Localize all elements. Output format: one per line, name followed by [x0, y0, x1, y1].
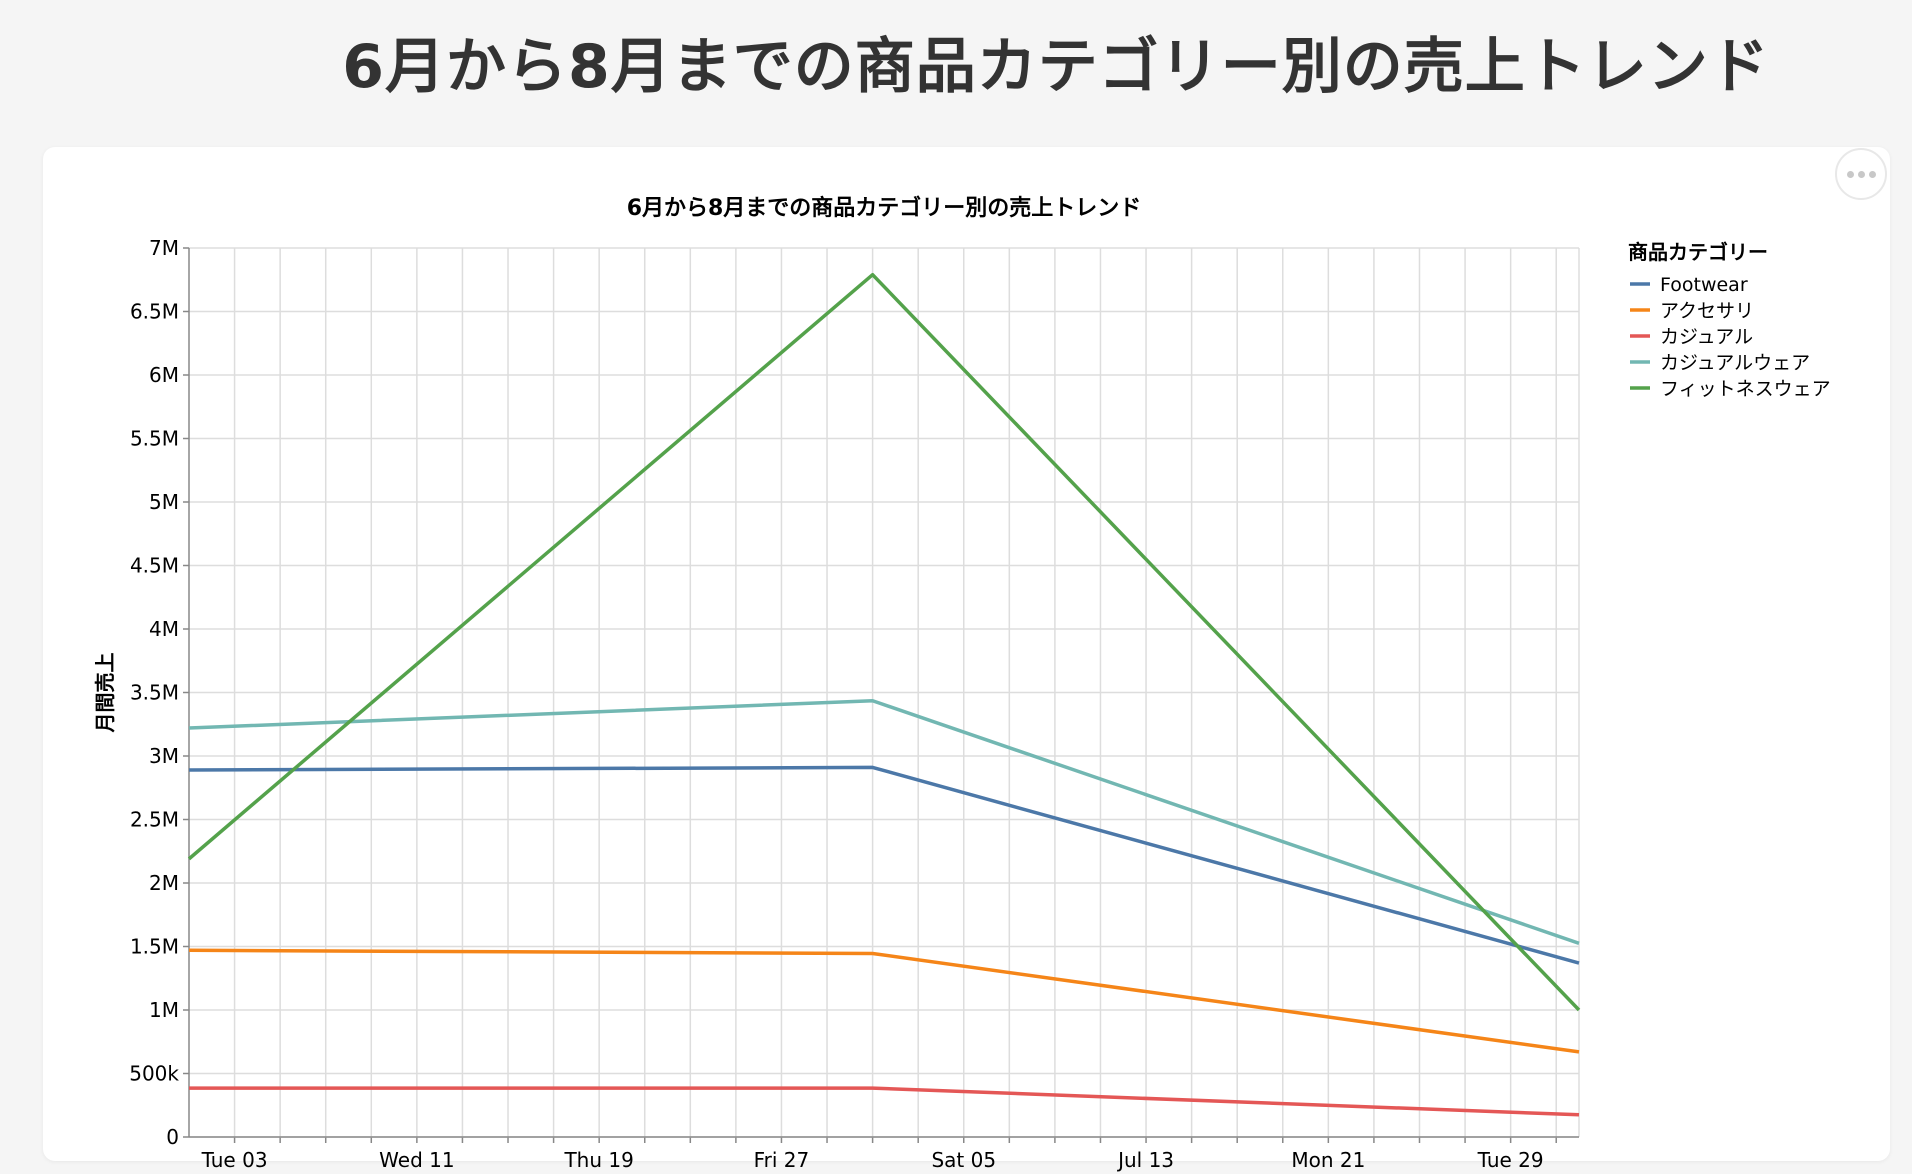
x-tick-label: Fri 27 [754, 1148, 810, 1172]
legend-label: アクセサリ [1660, 300, 1754, 322]
y-axis-title: 月間売上 [93, 653, 117, 734]
y-tick-label: 4.5M [130, 554, 179, 578]
series-line-0 [188, 765, 1580, 965]
chart-card [43, 147, 1890, 1161]
ellipsis-icon [1868, 170, 1876, 178]
x-tick-label: Jul 13 [1116, 1148, 1174, 1172]
ellipsis-icon [1857, 170, 1865, 178]
x-tick-label: Wed 11 [379, 1148, 454, 1172]
series-line-3 [188, 699, 1580, 945]
y-tick-label: 0 [166, 1125, 179, 1149]
series-line-2 [189, 1086, 1580, 1117]
y-tick-label: 5M [149, 490, 179, 514]
page-title: 6月から8月までの商品カテゴリー別の売上トレンド [342, 32, 1770, 102]
chart-title: 6月から8月までの商品カテゴリー別の売上トレンド [627, 195, 1142, 221]
y-tick-label: 6.5M [130, 300, 179, 324]
legend-label: フィットネスウェア [1660, 378, 1831, 400]
y-tick-label: 3.5M [130, 681, 179, 705]
y-tick-label: 5.5M [130, 427, 179, 451]
x-tick-label: Sat 05 [931, 1148, 996, 1172]
y-tick-label: 3M [149, 744, 179, 768]
series-line-4 [187, 272, 1581, 1012]
legend-label: カジュアル [1660, 326, 1753, 348]
y-tick-label: 1.5M [130, 935, 179, 959]
series-line-1 [188, 948, 1580, 1054]
y-tick-label: 2M [149, 871, 179, 895]
x-tick-label: Thu 19 [563, 1148, 633, 1172]
x-tick-label: Tue 29 [1477, 1148, 1544, 1172]
legend-title: 商品カテゴリー [1628, 240, 1768, 264]
legend-label: カジュアルウェア [1660, 352, 1810, 374]
y-tick-label: 1M [149, 998, 179, 1022]
ellipsis-icon [1846, 170, 1854, 178]
legend-label: Footwear [1660, 274, 1748, 296]
y-tick-label: 7M [149, 236, 179, 260]
y-tick-label: 4M [149, 617, 179, 641]
y-tick-label: 2.5M [130, 808, 179, 832]
x-tick-label: Tue 03 [201, 1148, 268, 1172]
y-tick-label: 500k [129, 1062, 179, 1086]
x-tick-label: Mon 21 [1291, 1148, 1365, 1172]
y-tick-label: 6M [149, 363, 179, 387]
more-actions-button[interactable] [1835, 148, 1887, 200]
